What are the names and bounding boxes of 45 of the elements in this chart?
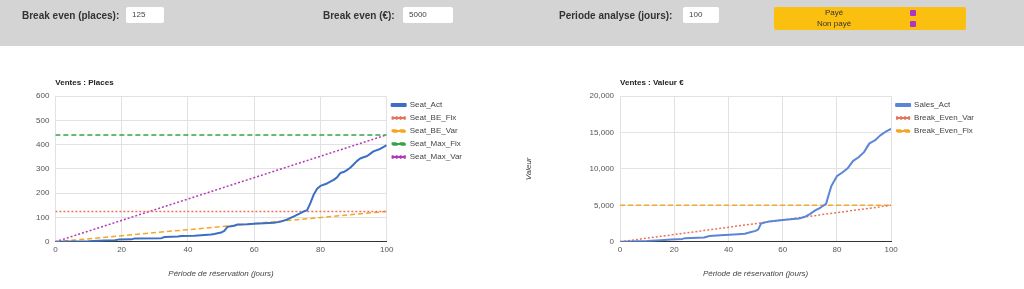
y-tick-label: 600 [35,91,50,101]
legend-label: Break_Even_Fix [914,126,973,136]
x-tick-label: 20 [669,244,680,254]
text: Non payé [815,19,853,28]
legend-label: Seat_Max_Fix [409,139,461,149]
chart-title: Ventes : Valeur € [620,78,684,87]
y-axis-title: Valeur [524,157,534,181]
x-tick-label: 100 [380,244,394,254]
text: Break even (places): [22,10,120,21]
y-tick-label: 200 [35,188,50,198]
x-tick-label: 20 [117,244,127,254]
y-tick-label: 400 [35,139,50,149]
x-tick-label: 80 [832,244,842,254]
text: Payé [823,8,845,17]
text: 5000 [403,7,453,23]
x-tick-label: 0 [53,244,59,254]
y-tick-label: 300 [35,164,50,174]
x-tick-label: 100 [884,244,899,254]
legend-label: Seat_BE_Var [409,126,458,136]
x-tick-label: 60 [778,244,788,254]
chart-title: Ventes : Places [55,78,114,87]
x-tick-label: 40 [724,244,734,254]
text: 100 [683,7,719,23]
legend-label: Seat_Act [409,100,443,110]
legend-label: Seat_BE_Fix [409,113,457,123]
y-tick-label: 15,000 [589,127,615,137]
legend-label: Sales_Act [914,100,951,110]
text: Break even (€): [323,10,395,21]
y-tick-label: 10,000 [589,164,615,174]
x-tick-label: 60 [249,244,260,254]
x-tick-label: 40 [183,244,193,254]
text: 125 [126,7,164,23]
legend-label: Break_Even_Var [914,113,975,123]
x-axis-title: Période de réservation (jours) [168,269,275,279]
x-tick-label: 80 [315,244,326,254]
legend-label: Seat_Max_Var [409,152,463,162]
text: Periode analyse (jours): [559,10,673,21]
y-tick-label: 100 [35,212,50,222]
y-tick-label: 20,000 [589,91,615,101]
y-tick-label: 500 [35,115,50,125]
y-tick-label: 5,000 [594,200,615,210]
x-tick-label: 0 [617,244,623,254]
x-axis-title: Période de réservation (jours) [702,269,809,279]
y-tick-label: 0 [609,237,615,246]
y-tick-label: 0 [44,237,50,246]
